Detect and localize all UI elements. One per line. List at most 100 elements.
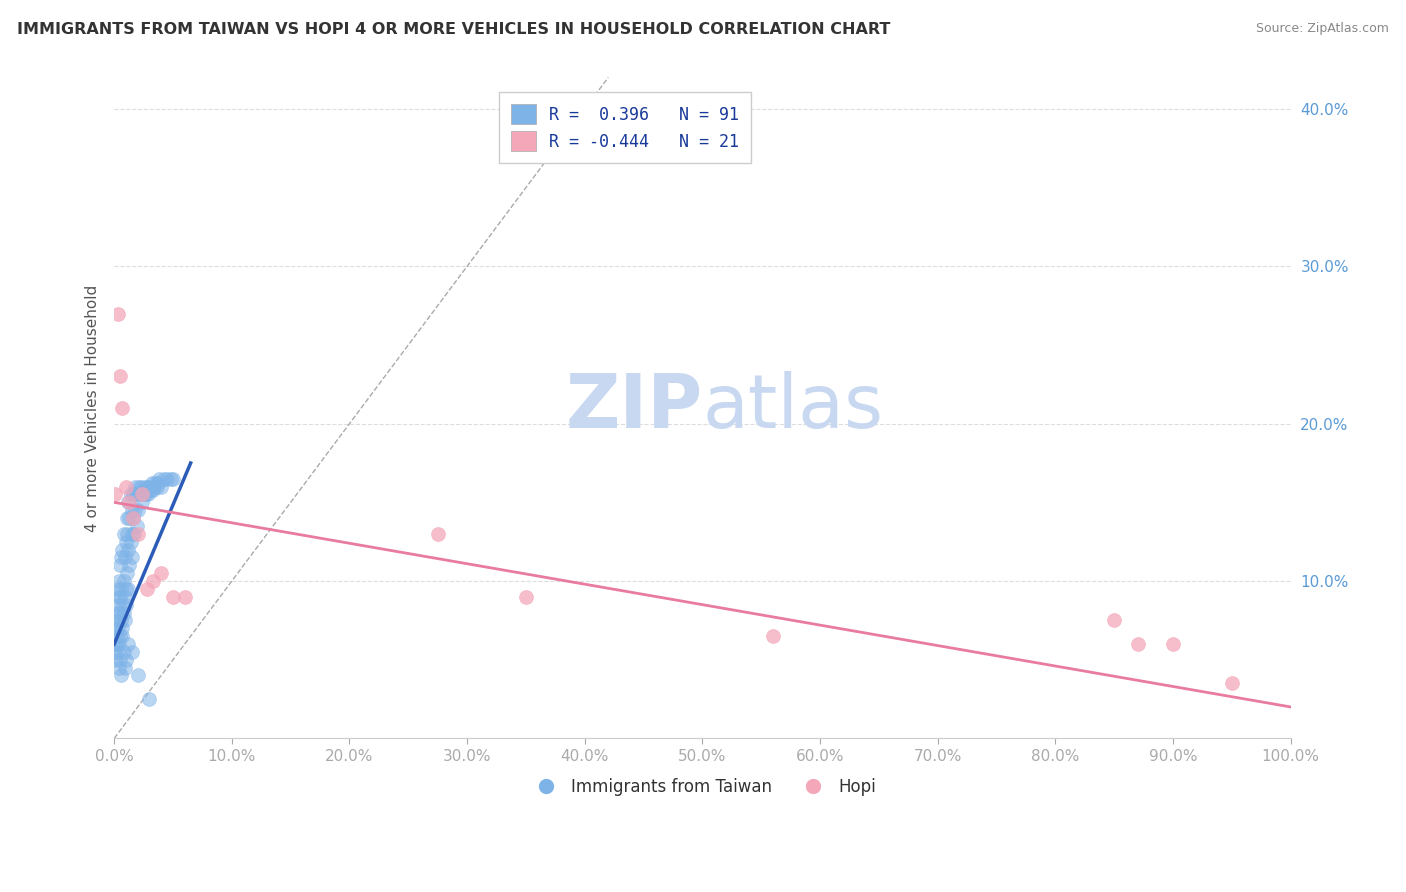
Point (142, 483, 165, 497)
Point (138, 480, 160, 494)
Point (426, 526, 449, 541)
Point (1161, 637, 1184, 651)
Point (150, 566, 173, 581)
Point (107, 621, 129, 635)
Point (111, 621, 134, 635)
Point (108, 558, 131, 573)
Point (107, 582, 129, 596)
Point (131, 487, 153, 501)
Point (122, 526, 145, 541)
Point (115, 653, 138, 667)
Point (141, 476, 163, 491)
Point (105, 606, 128, 620)
Point (104, 645, 127, 659)
Point (115, 526, 138, 541)
Point (122, 511, 145, 525)
Point (515, 590, 537, 604)
Point (117, 495, 139, 509)
Point (134, 480, 156, 494)
Point (115, 582, 138, 596)
Point (117, 542, 139, 557)
Point (125, 519, 148, 533)
Text: IMMIGRANTS FROM TAIWAN VS HOPI 4 OR MORE VEHICLES IN HOUSEHOLD CORRELATION CHART: IMMIGRANTS FROM TAIWAN VS HOPI 4 OR MORE… (17, 22, 890, 37)
Point (162, 590, 184, 604)
Point (152, 472, 174, 486)
Point (118, 511, 141, 525)
Point (108, 606, 131, 620)
Point (124, 480, 146, 494)
Point (121, 550, 143, 565)
Point (150, 480, 173, 494)
Point (122, 487, 145, 501)
Y-axis label: 4 or more Vehicles in Household: 4 or more Vehicles in Household (86, 285, 100, 532)
Point (115, 511, 138, 525)
Point (124, 503, 146, 517)
Point (108, 629, 131, 643)
Point (127, 526, 149, 541)
Point (108, 637, 131, 651)
Point (107, 598, 129, 612)
Point (135, 487, 157, 501)
Point (104, 637, 127, 651)
Point (104, 653, 127, 667)
Point (127, 503, 149, 517)
Text: Source: ZipAtlas.com: Source: ZipAtlas.com (1256, 22, 1389, 36)
Point (114, 550, 136, 565)
Point (111, 598, 134, 612)
Point (104, 487, 127, 501)
Point (110, 582, 132, 596)
Point (108, 590, 131, 604)
Point (122, 487, 145, 501)
Point (115, 480, 138, 494)
Point (108, 574, 131, 588)
Point (131, 495, 153, 509)
Point (125, 487, 148, 501)
Point (148, 472, 170, 486)
Point (111, 401, 134, 415)
Text: ZIP: ZIP (565, 371, 703, 444)
Point (143, 480, 166, 494)
Point (121, 503, 143, 517)
Point (129, 480, 152, 494)
Point (112, 645, 135, 659)
Point (117, 582, 139, 596)
Point (108, 590, 131, 604)
Point (138, 692, 160, 706)
Point (762, 629, 785, 643)
Point (111, 629, 134, 643)
Point (112, 606, 135, 620)
Point (136, 487, 159, 501)
Point (110, 550, 132, 565)
Point (142, 574, 165, 588)
Point (114, 614, 136, 628)
Point (128, 480, 150, 494)
Point (162, 472, 184, 486)
Point (107, 306, 129, 320)
Point (127, 487, 149, 501)
Point (118, 495, 141, 509)
Point (145, 476, 167, 491)
Text: atlas: atlas (703, 371, 883, 444)
Point (159, 472, 181, 486)
Point (146, 476, 169, 491)
Point (145, 480, 167, 494)
Point (117, 637, 139, 651)
Point (104, 621, 127, 635)
Point (127, 668, 149, 682)
Point (115, 598, 138, 612)
Point (114, 590, 136, 604)
Point (136, 480, 159, 494)
Point (114, 660, 136, 674)
Point (107, 645, 129, 659)
Point (120, 534, 142, 549)
Point (105, 637, 128, 651)
Point (108, 369, 131, 384)
Point (118, 558, 141, 573)
Point (110, 668, 132, 682)
Point (1102, 614, 1125, 628)
Point (132, 487, 155, 501)
Point (115, 534, 138, 549)
Point (129, 487, 152, 501)
Point (122, 511, 145, 525)
Point (108, 660, 131, 674)
